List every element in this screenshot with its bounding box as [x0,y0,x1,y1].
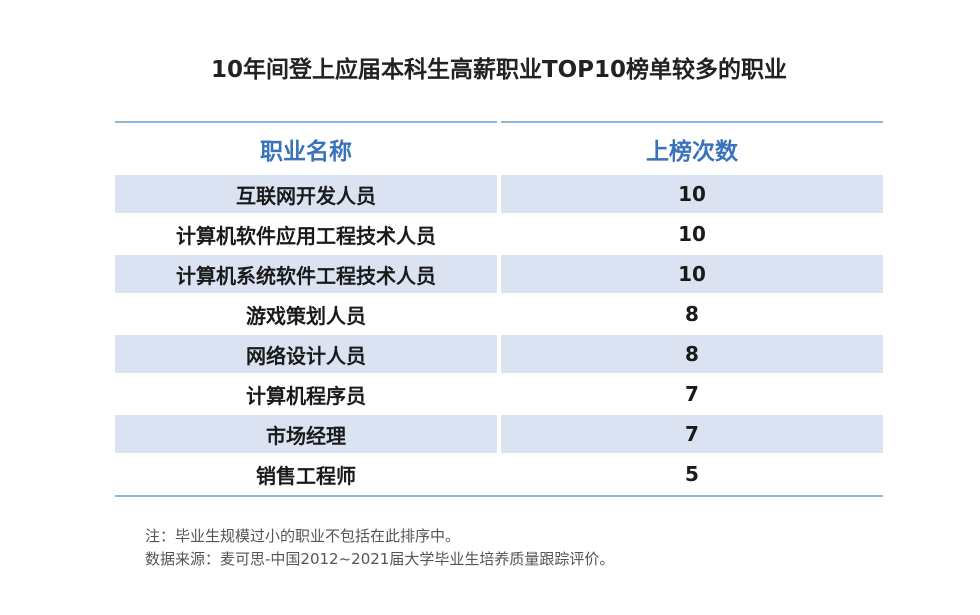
column-header-occupation: 职业名称 [260,139,352,165]
occupation-cell: 计算机系统软件工程技术人员 [115,255,497,293]
table-row: 计算机程序员 7 [115,375,883,413]
count-cell: 5 [685,462,699,486]
occupation-cell: 计算机程序员 [246,383,366,408]
occupation-cell: 互联网开发人员 [115,175,497,213]
table-row: 游戏策划人员 8 [115,295,883,333]
table-row: 网络设计人员 8 [115,335,883,373]
table-row: 市场经理 7 [115,415,883,453]
occupation-cell: 游戏策划人员 [246,303,366,328]
footnote-exclusion: 注：毕业生规模过小的职业不包括在此排序中。 [145,527,461,545]
count-cell: 7 [685,382,699,406]
table-bottom-rule [115,495,883,497]
table-top-rule [115,121,883,123]
count-cell: 10 [501,175,883,213]
page-title: 10年间登上应届本科生高薪职业TOP10榜单较多的职业 [210,57,788,83]
count-cell: 7 [501,415,883,453]
count-cell: 8 [685,302,699,326]
table-row: 销售工程师 5 [115,455,883,493]
table-top-rule-right [501,121,883,123]
table-row: 互联网开发人员 10 [115,175,883,213]
table-row: 计算机系统软件工程技术人员 10 [115,255,883,293]
footnote-source: 数据来源：麦可思-中国2012~2021届大学毕业生培养质量跟踪评价。 [145,550,615,568]
table-header: 职业名称 上榜次数 [115,123,883,175]
table-top-rule-left [115,121,497,123]
occupation-cell: 销售工程师 [256,463,356,488]
ranking-table: 职业名称 上榜次数 互联网开发人员 10 计算机软件应用工程技术人员 10 计算机系统软… [115,121,883,497]
table-row: 计算机软件应用工程技术人员 10 [115,215,883,253]
occupation-cell: 网络设计人员 [115,335,497,373]
occupation-cell: 计算机软件应用工程技术人员 [176,223,436,248]
footnotes: 注：毕业生规模过小的职业不包括在此排序中。 数据来源：麦可思-中国2012~20… [145,525,614,571]
count-cell: 10 [501,255,883,293]
occupation-cell: 市场经理 [115,415,497,453]
table-body: 互联网开发人员 10 计算机软件应用工程技术人员 10 计算机系统软件工程技术人员 10 游… [115,175,883,493]
count-cell: 10 [678,222,706,246]
column-header-count: 上榜次数 [646,139,738,165]
count-cell: 8 [501,335,883,373]
